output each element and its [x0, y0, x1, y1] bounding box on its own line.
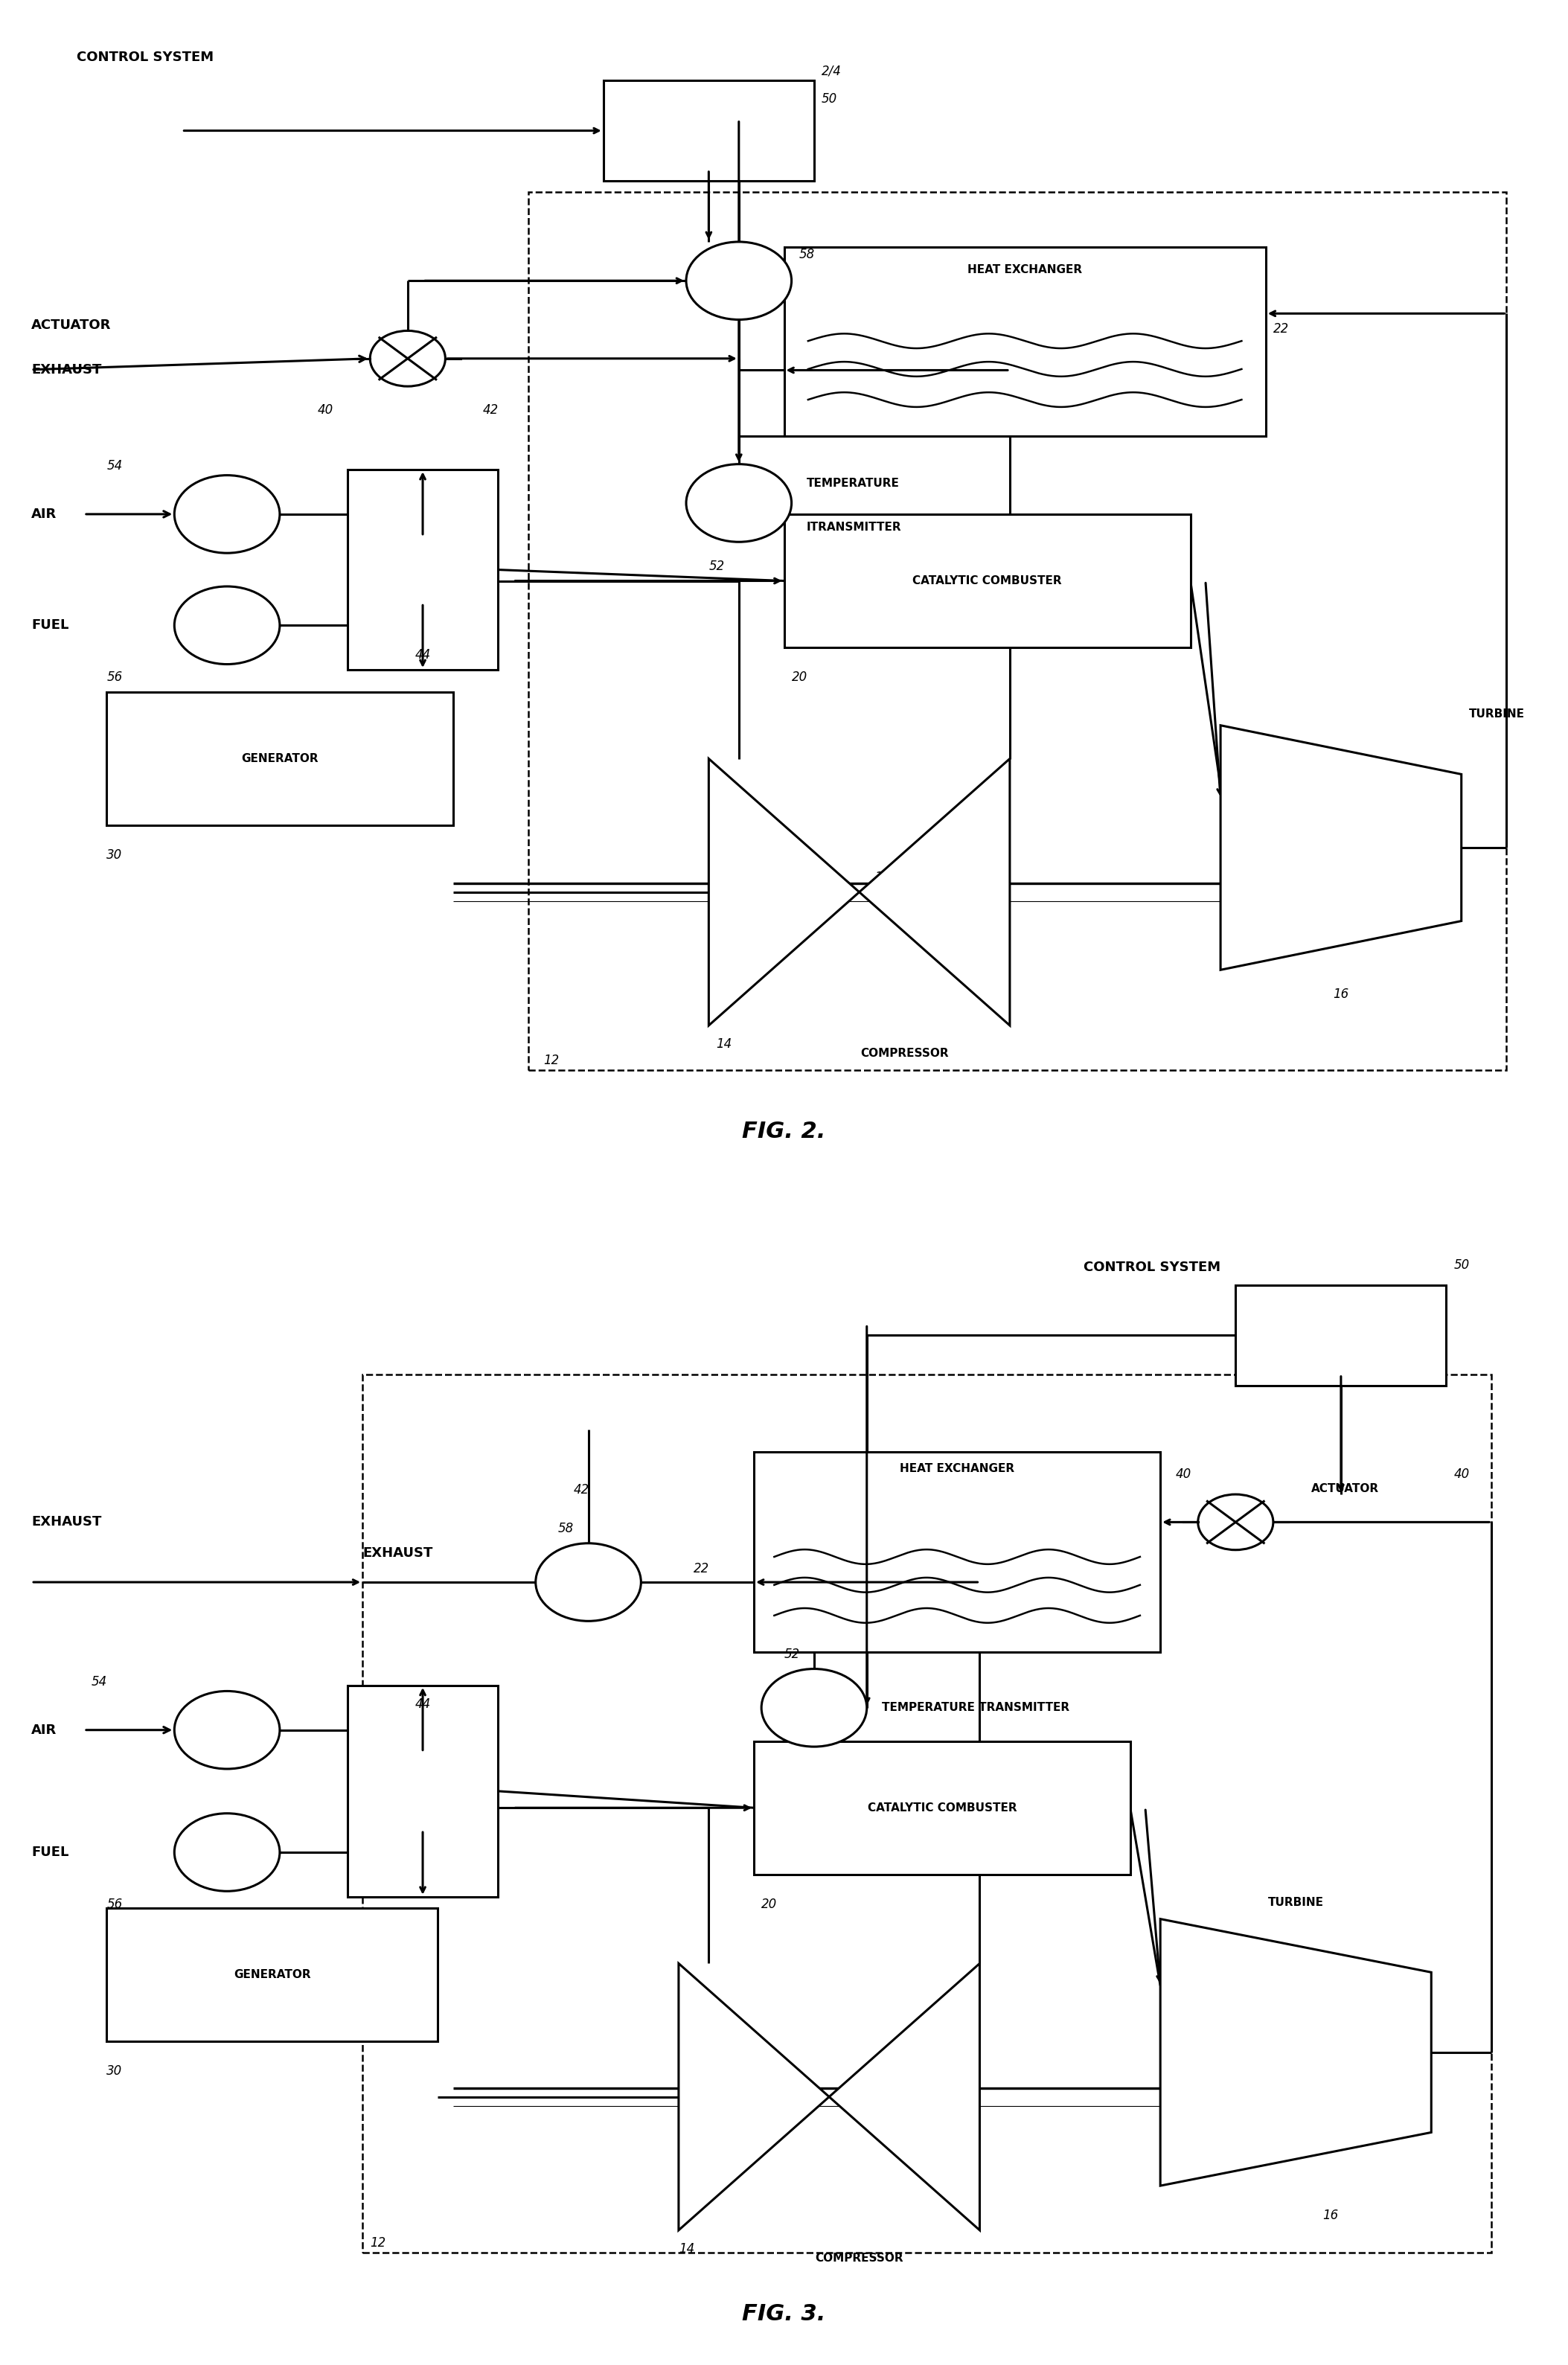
- Text: EXHAUST: EXHAUST: [362, 1547, 433, 1561]
- Text: GENERATOR: GENERATOR: [234, 1970, 310, 1980]
- Text: COMPRESSOR: COMPRESSOR: [861, 1048, 949, 1060]
- Text: AIR: AIR: [31, 508, 56, 520]
- Text: COMPRESSOR: COMPRESSOR: [815, 2251, 903, 2263]
- Text: 20: 20: [762, 1897, 778, 1911]
- Text: 40: 40: [317, 404, 332, 416]
- Text: 30: 30: [107, 849, 122, 861]
- Text: 44: 44: [416, 648, 431, 662]
- Text: FUEL: FUEL: [31, 1845, 69, 1859]
- Bar: [348, 471, 499, 669]
- Text: 20: 20: [792, 669, 808, 683]
- Bar: [754, 1452, 1160, 1653]
- Polygon shape: [709, 759, 859, 1026]
- Circle shape: [174, 1814, 279, 1892]
- Bar: [348, 1686, 499, 1897]
- Polygon shape: [679, 1963, 829, 2230]
- Text: 58: 58: [800, 248, 815, 263]
- Circle shape: [687, 241, 792, 319]
- Text: ACTUATOR: ACTUATOR: [1311, 1483, 1378, 1495]
- Text: 56: 56: [107, 669, 122, 683]
- Circle shape: [687, 464, 792, 542]
- Bar: [528, 192, 1507, 1069]
- Bar: [784, 513, 1190, 648]
- Polygon shape: [1160, 1918, 1432, 2185]
- Bar: [754, 1741, 1131, 1875]
- Text: CATALYTIC COMBUSTER: CATALYTIC COMBUSTER: [867, 1802, 1016, 1814]
- Text: 42: 42: [574, 1483, 590, 1497]
- Circle shape: [174, 1691, 279, 1769]
- Bar: [362, 1374, 1491, 2251]
- Text: TEMPERATURE TRANSMITTER: TEMPERATURE TRANSMITTER: [881, 1703, 1069, 1712]
- Text: 14: 14: [679, 2242, 695, 2256]
- Text: 18: 18: [875, 870, 891, 885]
- Text: 44: 44: [416, 1698, 431, 1710]
- Text: ITRANSMITTER: ITRANSMITTER: [806, 523, 902, 532]
- Text: EXHAUST: EXHAUST: [31, 362, 102, 376]
- Text: EXHAUST: EXHAUST: [31, 1516, 102, 1528]
- Text: HEAT EXCHANGER: HEAT EXCHANGER: [967, 265, 1082, 274]
- Text: FUEL: FUEL: [31, 620, 69, 631]
- Circle shape: [536, 1544, 641, 1620]
- Text: 12: 12: [370, 2237, 386, 2249]
- Text: CONTROL SYSTEM: CONTROL SYSTEM: [1083, 1261, 1220, 1275]
- Text: 16: 16: [1323, 2209, 1339, 2223]
- Text: 56: 56: [107, 1897, 122, 1911]
- Text: ACTUATOR: ACTUATOR: [31, 319, 111, 331]
- Polygon shape: [829, 1963, 980, 2230]
- Text: AIR: AIR: [31, 1724, 56, 1736]
- Polygon shape: [1220, 726, 1461, 970]
- Text: 2/4: 2/4: [822, 64, 842, 78]
- Circle shape: [762, 1670, 867, 1748]
- Text: 54: 54: [107, 459, 122, 473]
- Text: GENERATOR: GENERATOR: [241, 752, 318, 764]
- Circle shape: [370, 331, 445, 385]
- Text: FIG. 2.: FIG. 2.: [742, 1121, 826, 1142]
- Text: 22: 22: [693, 1561, 709, 1575]
- Circle shape: [174, 475, 279, 553]
- Text: 50: 50: [1454, 1258, 1469, 1272]
- Text: FIG. 3.: FIG. 3.: [742, 2304, 826, 2325]
- Text: 50: 50: [822, 92, 837, 106]
- Text: 54: 54: [91, 1674, 107, 1689]
- Text: 14: 14: [717, 1038, 732, 1050]
- Circle shape: [174, 587, 279, 665]
- Circle shape: [1198, 1495, 1273, 1549]
- Text: 40: 40: [1176, 1466, 1192, 1480]
- Bar: [1236, 1284, 1446, 1386]
- Text: TURBINE: TURBINE: [1269, 1897, 1323, 1909]
- Polygon shape: [859, 759, 1010, 1026]
- Text: 18: 18: [844, 2081, 859, 2095]
- Text: CATALYTIC COMBUSTER: CATALYTIC COMBUSTER: [913, 575, 1062, 587]
- Text: 12: 12: [543, 1055, 558, 1067]
- Text: HEAT EXCHANGER: HEAT EXCHANGER: [900, 1464, 1014, 1473]
- Text: 30: 30: [107, 2065, 122, 2076]
- Bar: [107, 693, 453, 825]
- Text: 42: 42: [483, 404, 499, 416]
- Text: TEMPERATURE: TEMPERATURE: [806, 478, 900, 490]
- Text: CONTROL SYSTEM: CONTROL SYSTEM: [77, 50, 213, 64]
- Text: 40: 40: [1454, 1466, 1469, 1480]
- Text: 58: 58: [558, 1521, 574, 1535]
- Bar: [107, 1909, 437, 2041]
- Text: 52: 52: [784, 1648, 800, 1660]
- Bar: [784, 248, 1265, 435]
- Bar: [604, 80, 814, 180]
- Text: 16: 16: [1333, 986, 1348, 1000]
- Text: TURBINE: TURBINE: [1469, 709, 1524, 719]
- Text: 52: 52: [709, 558, 724, 572]
- Text: 22: 22: [1273, 322, 1289, 336]
